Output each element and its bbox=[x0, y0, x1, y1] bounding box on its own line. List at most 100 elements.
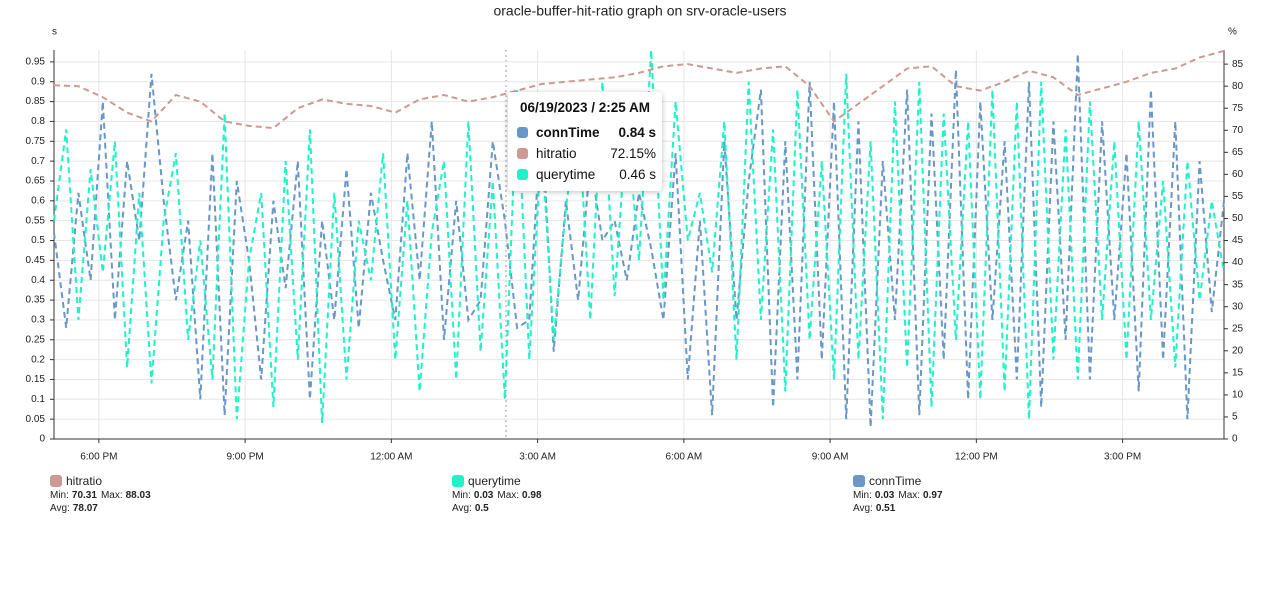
legend-header: connTime bbox=[853, 473, 947, 488]
y2-tick-label: 20 bbox=[1232, 345, 1244, 356]
y-tick-label: 0.55 bbox=[26, 215, 46, 226]
tooltip-name: querytime bbox=[536, 167, 596, 182]
x-tick-label: 3:00 PM bbox=[1104, 452, 1141, 463]
tooltip-name: hitratio bbox=[536, 146, 577, 161]
stat-label: Max: bbox=[100, 490, 123, 501]
x-tick-label: 6:00 AM bbox=[665, 452, 702, 463]
stat-label: Avg: bbox=[50, 503, 70, 514]
tooltip-name: connTime bbox=[536, 125, 600, 140]
x-tick-label: 12:00 PM bbox=[955, 452, 998, 463]
y2-tick-label: 75 bbox=[1232, 103, 1244, 114]
stat-label: Min: bbox=[452, 490, 471, 501]
y2-tick-label: 5 bbox=[1232, 412, 1238, 423]
legend-item: hitratio Min: 70.31 Max: 88.03 Avg: 78.07 bbox=[50, 474, 155, 515]
stat-label: Min: bbox=[50, 490, 69, 501]
tooltip-value: 0.84 s bbox=[618, 125, 656, 140]
tooltip-row: hitratio 72.15% bbox=[508, 143, 662, 164]
tooltip: 06/19/2023 / 2:25 AM connTime 0.84 s hitra… bbox=[508, 92, 662, 191]
chart-title: oracle-buffer-hit-ratio graph on srv-ora… bbox=[493, 3, 786, 19]
y2-tick-label: 45 bbox=[1232, 235, 1244, 246]
y2-tick-label: 30 bbox=[1232, 301, 1244, 312]
legend-header: hitratio bbox=[50, 473, 155, 488]
x-tick-label: 9:00 AM bbox=[812, 452, 849, 463]
stat-value: 0.97 bbox=[923, 490, 943, 501]
stat-label: Max: bbox=[898, 490, 921, 501]
y-tick-label: 0.25 bbox=[26, 334, 46, 345]
stat-value: 0.5 bbox=[474, 503, 489, 514]
tooltip-swatch bbox=[517, 127, 528, 138]
y-tick-label: 0.4 bbox=[31, 275, 45, 286]
legend-stats: Min: 0.03 Max: 0.98 bbox=[452, 489, 546, 502]
tooltip-swatch bbox=[517, 148, 528, 159]
y-tick-label: 0.75 bbox=[26, 136, 46, 147]
series-line bbox=[53, 49, 1225, 130]
y-tick-label: 0.5 bbox=[31, 235, 45, 246]
y-tick-label: 0.15 bbox=[26, 374, 46, 385]
y-tick-label: 0.7 bbox=[31, 156, 45, 167]
tooltip-row: querytime 0.46 s bbox=[508, 164, 662, 185]
legend-stats: Avg: 78.07 bbox=[50, 502, 155, 515]
tooltip-value: 72.15% bbox=[610, 146, 656, 161]
y2-tick-label: 25 bbox=[1232, 323, 1244, 334]
y2-tick-label: 55 bbox=[1232, 191, 1244, 202]
y-tick-label: 0.35 bbox=[26, 295, 46, 306]
legend-label: connTime bbox=[869, 473, 922, 488]
y-tick-label: 0.95 bbox=[26, 57, 46, 68]
stat-value: 78.07 bbox=[72, 503, 98, 514]
y-tick-label: 0.05 bbox=[26, 414, 46, 425]
stat-label: Min: bbox=[853, 490, 872, 501]
y2-tick-label: 50 bbox=[1232, 213, 1244, 224]
legend-stats: Avg: 0.5 bbox=[452, 502, 546, 515]
x-tick-label: 6:00 PM bbox=[80, 452, 117, 463]
x-tick-label: 9:00 PM bbox=[226, 452, 263, 463]
series-line bbox=[53, 49, 1225, 424]
y-tick-label: 0.6 bbox=[31, 195, 45, 206]
x-tick-label: 12:00 AM bbox=[370, 452, 412, 463]
y-tick-label: 0.85 bbox=[26, 96, 46, 107]
y2-tick-label: 35 bbox=[1232, 279, 1244, 290]
stat-label: Max: bbox=[497, 490, 520, 501]
tooltip-swatch bbox=[517, 169, 528, 180]
y-tick-label: 0.45 bbox=[26, 255, 46, 266]
legend-swatch bbox=[853, 474, 865, 487]
y-tick-label: 0 bbox=[39, 434, 45, 445]
legend-item: connTime Min: 0.03 Max: 0.97 Avg: 0.51 bbox=[853, 474, 947, 515]
x-tick-label: 3:00 AM bbox=[519, 452, 556, 463]
y2-tick-label: 10 bbox=[1232, 390, 1244, 401]
legend-stats: Avg: 0.51 bbox=[853, 502, 947, 515]
y-tick-label: 0.2 bbox=[31, 354, 45, 365]
stat-value: 88.03 bbox=[125, 490, 151, 501]
y2-tick-label: 80 bbox=[1232, 81, 1244, 92]
legend-stats: Min: 70.31 Max: 88.03 bbox=[50, 489, 155, 502]
stat-value: 0.98 bbox=[522, 490, 542, 501]
tooltip-title: 06/19/2023 / 2:25 AM bbox=[519, 100, 651, 115]
legend-swatch bbox=[452, 474, 464, 487]
stat-label: Avg: bbox=[452, 503, 472, 514]
y2-axis-unit: % bbox=[1228, 27, 1237, 38]
legend-stats: Min: 0.03 Max: 0.97 bbox=[853, 489, 947, 502]
legend-header: querytime bbox=[452, 473, 546, 488]
y2-tick-label: 70 bbox=[1232, 125, 1244, 136]
y2-tick-label: 85 bbox=[1232, 59, 1244, 70]
stat-value: 0.03 bbox=[473, 490, 494, 501]
legend-label: hitratio bbox=[66, 473, 103, 488]
legend-item: querytime Min: 0.03 Max: 0.98 Avg: 0.5 bbox=[452, 474, 546, 515]
y2-tick-label: 15 bbox=[1232, 367, 1244, 378]
tooltip-value: 0.46 s bbox=[619, 167, 656, 182]
tooltip-row: connTime 0.84 s bbox=[508, 122, 662, 143]
y-axis-unit: s bbox=[52, 27, 57, 38]
stat-value: 70.31 bbox=[71, 490, 97, 501]
y2-tick-label: 65 bbox=[1232, 147, 1244, 158]
y-tick-label: 0.9 bbox=[31, 76, 45, 87]
y-tick-label: 0.3 bbox=[31, 315, 45, 326]
y-tick-label: 0.65 bbox=[26, 176, 46, 187]
y2-tick-label: 0 bbox=[1232, 434, 1238, 445]
legend-swatch bbox=[50, 474, 62, 487]
y2-tick-label: 60 bbox=[1232, 169, 1244, 180]
stat-value: 0.51 bbox=[875, 503, 896, 514]
y-tick-label: 0.8 bbox=[31, 116, 45, 127]
legend-label: querytime bbox=[468, 473, 521, 488]
y2-tick-label: 40 bbox=[1232, 257, 1244, 268]
